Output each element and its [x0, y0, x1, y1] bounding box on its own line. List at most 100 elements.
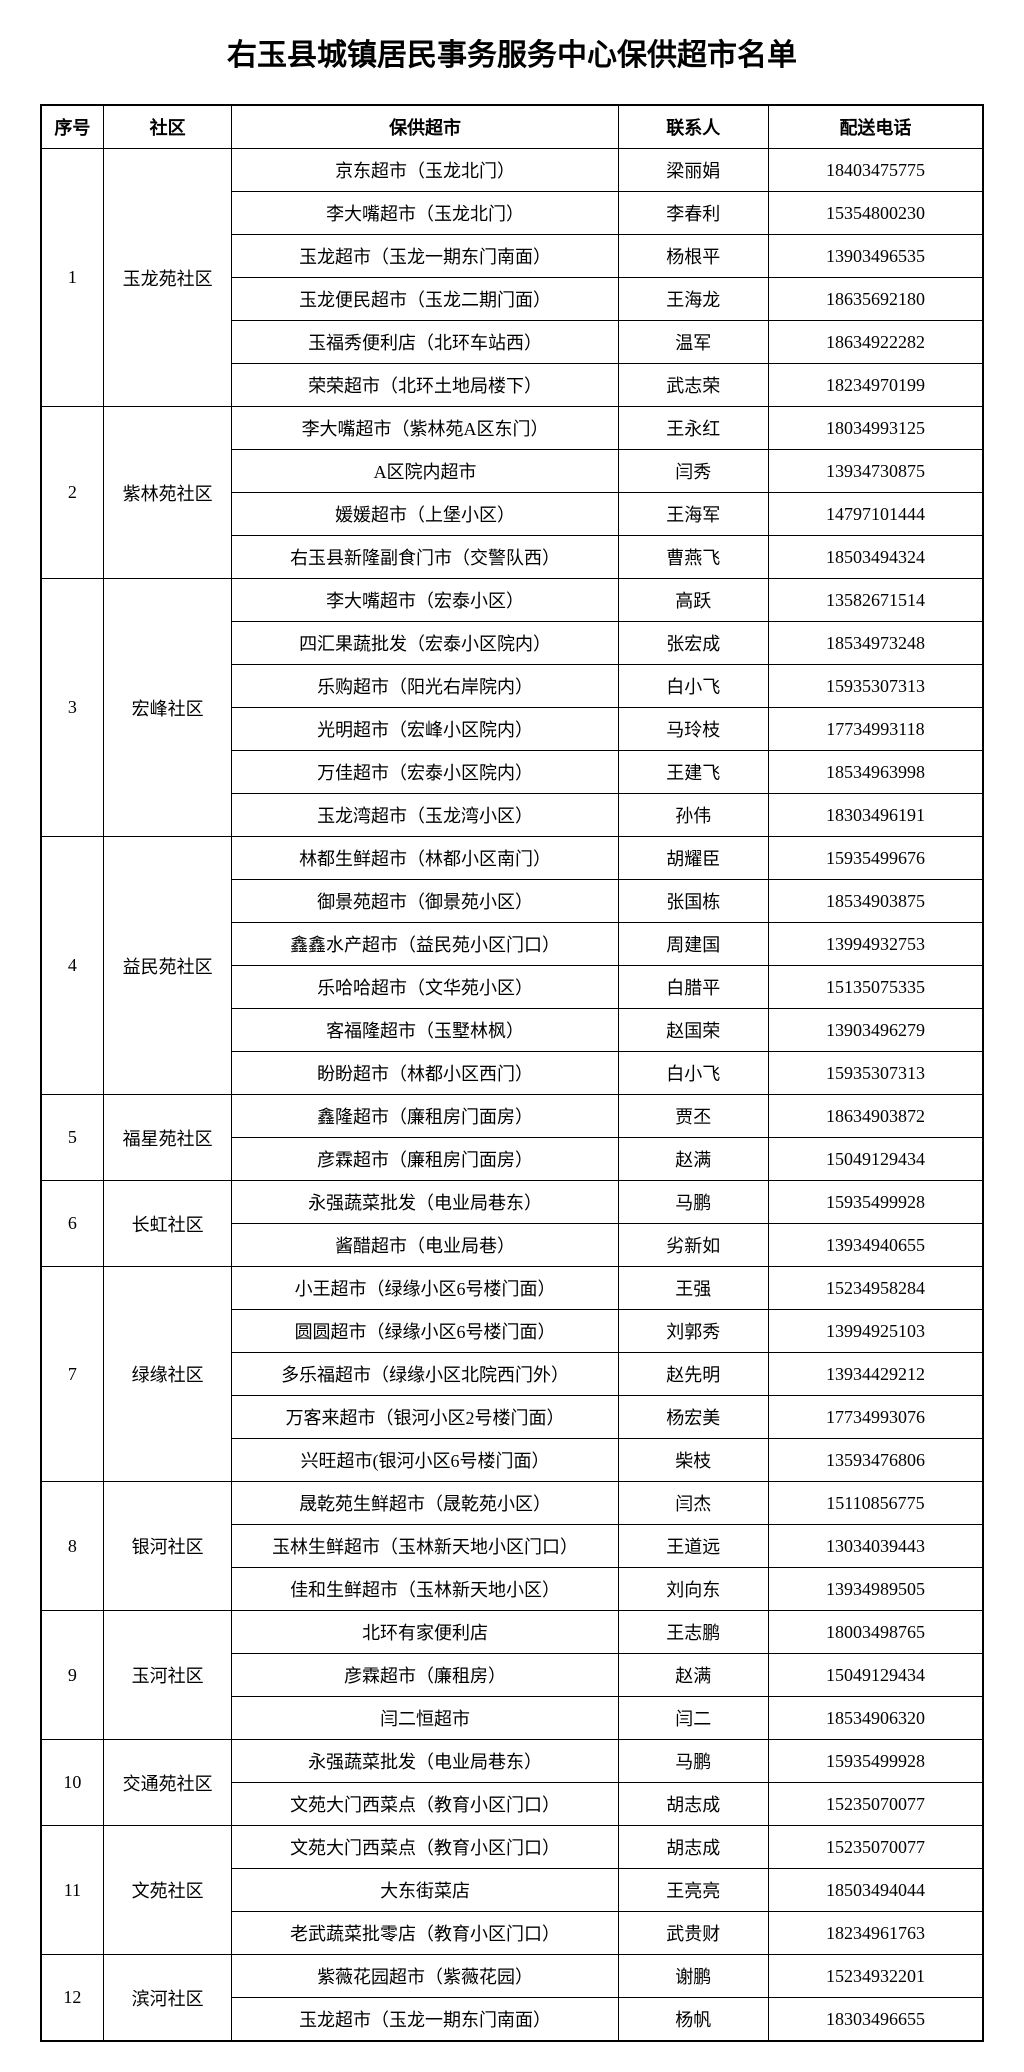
- table-body: 1玉龙苑社区京东超市（玉龙北门）梁丽娟18403475775李大嘴超市（玉龙北门…: [41, 149, 983, 2042]
- cell-contact: 劣新如: [618, 1224, 768, 1267]
- table-row: 9玉河社区北环有家便利店王志鹏18003498765: [41, 1611, 983, 1654]
- cell-supermarket: 闫二恒超市: [232, 1697, 618, 1740]
- cell-community: 交通苑社区: [103, 1740, 232, 1826]
- cell-phone: 18003498765: [768, 1611, 983, 1654]
- cell-supermarket: 京东超市（玉龙北门）: [232, 149, 618, 192]
- cell-contact: 赵先明: [618, 1353, 768, 1396]
- cell-contact: 闫杰: [618, 1482, 768, 1525]
- cell-phone: 15935499928: [768, 1181, 983, 1224]
- cell-contact: 高跃: [618, 579, 768, 622]
- table-row: 4益民苑社区林都生鲜超市（林都小区南门）胡耀臣15935499676: [41, 837, 983, 880]
- cell-community: 绿缘社区: [103, 1267, 232, 1482]
- cell-supermarket: 玉龙湾超市（玉龙湾小区）: [232, 794, 618, 837]
- cell-num: 3: [41, 579, 103, 837]
- cell-phone: 18534963998: [768, 751, 983, 794]
- header-num: 序号: [41, 105, 103, 149]
- cell-contact: 张国栋: [618, 880, 768, 923]
- cell-supermarket: 御景苑超市（御景苑小区）: [232, 880, 618, 923]
- header-phone: 配送电话: [768, 105, 983, 149]
- cell-supermarket: 李大嘴超市（宏泰小区）: [232, 579, 618, 622]
- cell-phone: 18634903872: [768, 1095, 983, 1138]
- cell-phone: 13034039443: [768, 1525, 983, 1568]
- cell-num: 11: [41, 1826, 103, 1955]
- cell-supermarket: 圆圆超市（绿缘小区6号楼门面）: [232, 1310, 618, 1353]
- cell-supermarket: 李大嘴超市（紫林苑A区东门）: [232, 407, 618, 450]
- table-row: 11文苑社区文苑大门西菜点（教育小区门口）胡志成15235070077: [41, 1826, 983, 1869]
- cell-contact: 闫二: [618, 1697, 768, 1740]
- cell-contact: 周建国: [618, 923, 768, 966]
- cell-contact: 贾丕: [618, 1095, 768, 1138]
- cell-supermarket: 文苑大门西菜点（教育小区门口）: [232, 1783, 618, 1826]
- cell-phone: 15049129434: [768, 1654, 983, 1697]
- cell-supermarket: 酱醋超市（电业局巷）: [232, 1224, 618, 1267]
- cell-phone: 13903496279: [768, 1009, 983, 1052]
- cell-community: 紫林苑社区: [103, 407, 232, 579]
- cell-num: 2: [41, 407, 103, 579]
- cell-phone: 13994925103: [768, 1310, 983, 1353]
- table-row: 5福星苑社区鑫隆超市（廉租房门面房）贾丕18634903872: [41, 1095, 983, 1138]
- cell-supermarket: 彦霖超市（廉租房）: [232, 1654, 618, 1697]
- cell-phone: 18534906320: [768, 1697, 983, 1740]
- table-header-row: 序号 社区 保供超市 联系人 配送电话: [41, 105, 983, 149]
- cell-contact: 王道远: [618, 1525, 768, 1568]
- supermarket-table: 序号 社区 保供超市 联系人 配送电话 1玉龙苑社区京东超市（玉龙北门）梁丽娟1…: [40, 104, 984, 2042]
- cell-phone: 13934730875: [768, 450, 983, 493]
- cell-contact: 王建飞: [618, 751, 768, 794]
- cell-contact: 闫秀: [618, 450, 768, 493]
- cell-supermarket: 林都生鲜超市（林都小区南门）: [232, 837, 618, 880]
- table-row: 10交通苑社区永强蔬菜批发（电业局巷东）马鹏15935499928: [41, 1740, 983, 1783]
- cell-supermarket: 兴旺超市(银河小区6号楼门面）: [232, 1439, 618, 1482]
- cell-contact: 胡志成: [618, 1783, 768, 1826]
- cell-supermarket: 彦霖超市（廉租房门面房）: [232, 1138, 618, 1181]
- cell-phone: 13934429212: [768, 1353, 983, 1396]
- cell-community: 福星苑社区: [103, 1095, 232, 1181]
- cell-phone: 18503494044: [768, 1869, 983, 1912]
- cell-num: 9: [41, 1611, 103, 1740]
- cell-contact: 王海龙: [618, 278, 768, 321]
- header-community: 社区: [103, 105, 232, 149]
- cell-contact: 梁丽娟: [618, 149, 768, 192]
- cell-contact: 杨根平: [618, 235, 768, 278]
- cell-supermarket: 客福隆超市（玉墅林枫）: [232, 1009, 618, 1052]
- cell-phone: 17734993118: [768, 708, 983, 751]
- table-row: 6长虹社区永强蔬菜批发（电业局巷东）马鹏15935499928: [41, 1181, 983, 1224]
- cell-num: 8: [41, 1482, 103, 1611]
- cell-phone: 18234970199: [768, 364, 983, 407]
- cell-supermarket: 大东街菜店: [232, 1869, 618, 1912]
- cell-contact: 白小飞: [618, 1052, 768, 1095]
- cell-phone: 18635692180: [768, 278, 983, 321]
- cell-phone: 14797101444: [768, 493, 983, 536]
- cell-contact: 谢鹏: [618, 1955, 768, 1998]
- cell-contact: 杨宏美: [618, 1396, 768, 1439]
- cell-supermarket: 玉福秀便利店（北环车站西）: [232, 321, 618, 364]
- cell-community: 玉龙苑社区: [103, 149, 232, 407]
- table-row: 12滨河社区紫薇花园超市（紫薇花园）谢鹏15234932201: [41, 1955, 983, 1998]
- cell-contact: 刘向东: [618, 1568, 768, 1611]
- cell-phone: 18034993125: [768, 407, 983, 450]
- cell-phone: 15935499928: [768, 1740, 983, 1783]
- cell-supermarket: 李大嘴超市（玉龙北门）: [232, 192, 618, 235]
- cell-supermarket: 多乐福超市（绿缘小区北院西门外）: [232, 1353, 618, 1396]
- cell-phone: 18634922282: [768, 321, 983, 364]
- cell-contact: 李春利: [618, 192, 768, 235]
- cell-contact: 张宏成: [618, 622, 768, 665]
- cell-supermarket: 紫薇花园超市（紫薇花园）: [232, 1955, 618, 1998]
- cell-supermarket: 北环有家便利店: [232, 1611, 618, 1654]
- cell-phone: 15049129434: [768, 1138, 983, 1181]
- cell-phone: 15354800230: [768, 192, 983, 235]
- cell-phone: 15110856775: [768, 1482, 983, 1525]
- cell-community: 宏峰社区: [103, 579, 232, 837]
- cell-phone: 13593476806: [768, 1439, 983, 1482]
- cell-contact: 马鹏: [618, 1740, 768, 1783]
- table-row: 7绿缘社区小王超市（绿缘小区6号楼门面）王强15234958284: [41, 1267, 983, 1310]
- cell-supermarket: 玉林生鲜超市（玉林新天地小区门口）: [232, 1525, 618, 1568]
- cell-supermarket: 乐购超市（阳光右岸院内）: [232, 665, 618, 708]
- cell-phone: 18534903875: [768, 880, 983, 923]
- cell-phone: 18234961763: [768, 1912, 983, 1955]
- cell-supermarket: 万客来超市（银河小区2号楼门面）: [232, 1396, 618, 1439]
- table-row: 8银河社区晟乾苑生鲜超市（晟乾苑小区）闫杰15110856775: [41, 1482, 983, 1525]
- cell-contact: 赵国荣: [618, 1009, 768, 1052]
- cell-supermarket: 乐哈哈超市（文华苑小区）: [232, 966, 618, 1009]
- cell-phone: 18503494324: [768, 536, 983, 579]
- cell-supermarket: 四汇果蔬批发（宏泰小区院内）: [232, 622, 618, 665]
